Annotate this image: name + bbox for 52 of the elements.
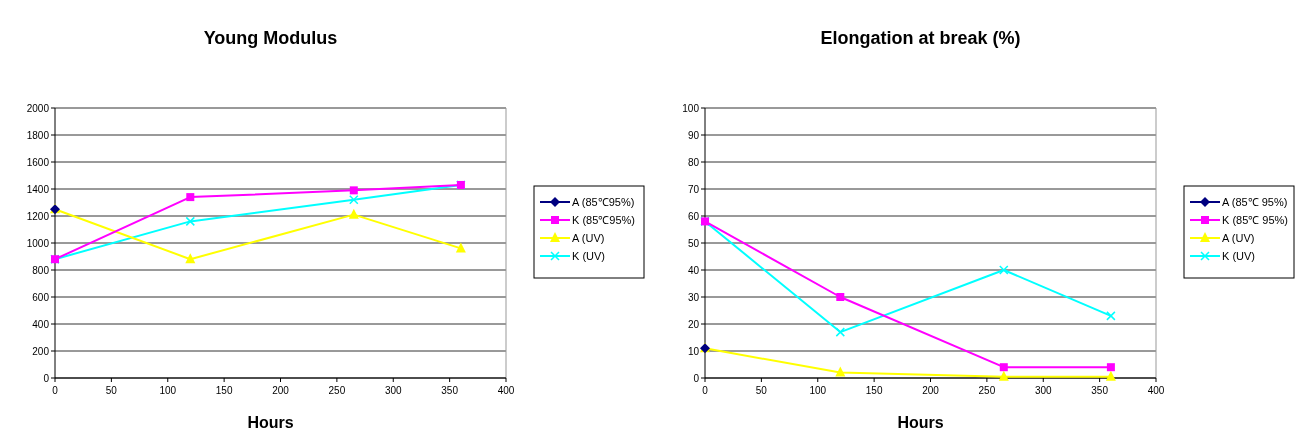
x-tick-label: 400 <box>497 385 515 396</box>
y-tick-label: 1000 <box>26 237 50 249</box>
x-tick-label: 350 <box>1091 385 1109 396</box>
x-tick-label: 0 <box>702 385 709 396</box>
y-tick-label: 1200 <box>26 210 50 222</box>
legend-label: A (UV) <box>1222 231 1255 244</box>
x-axis-title: Hours <box>247 414 294 431</box>
x-tick-label: 50 <box>755 385 768 396</box>
legend-label: K (UV) <box>1222 249 1255 262</box>
x-tick-label: 300 <box>1034 385 1053 396</box>
x-tick-label: 350 <box>441 385 459 396</box>
legend-label: A (UV) <box>572 231 605 244</box>
y-tick-label: 1600 <box>26 156 50 168</box>
legend-label: K (UV) <box>572 249 605 262</box>
y-tick-label: 60 <box>687 210 700 222</box>
x-tick-label: 200 <box>922 385 940 396</box>
legend-label: A (85℃95%) <box>572 195 635 208</box>
x-tick-label: 200 <box>272 385 290 396</box>
x-tick-label: 0 <box>52 385 59 396</box>
y-tick-label: 100 <box>682 102 700 114</box>
x-tick-label: 400 <box>1147 385 1165 396</box>
y-tick-label: 10 <box>687 345 700 357</box>
legend-label: K (85℃95%) <box>572 213 635 226</box>
y-tick-label: 200 <box>32 345 50 357</box>
y-tick-label: 600 <box>32 291 50 303</box>
legend-label: A (85℃ 95%) <box>1222 195 1288 208</box>
x-tick-label: 100 <box>159 385 177 396</box>
y-tick-label: 1400 <box>26 183 50 195</box>
y-tick-label: 1800 <box>26 129 50 141</box>
legend-label: K (85℃ 95%) <box>1222 213 1289 226</box>
y-tick-label: 80 <box>687 156 700 168</box>
chart-title: Elongation at break (%) <box>820 28 1021 48</box>
y-tick-label: 2000 <box>26 102 50 114</box>
y-tick-label: 70 <box>687 183 700 195</box>
x-tick-label: 150 <box>215 385 233 396</box>
x-axis-title: Hours <box>897 414 944 431</box>
y-tick-label: 50 <box>687 237 700 249</box>
x-tick-label: 250 <box>328 385 346 396</box>
chart-title: Young Modulus <box>203 28 338 48</box>
x-tick-label: 250 <box>978 385 996 396</box>
x-tick-label: 100 <box>809 385 827 396</box>
x-tick-label: 300 <box>384 385 403 396</box>
y-tick-label: 800 <box>32 264 50 276</box>
y-tick-label: 400 <box>32 318 50 330</box>
y-tick-label: 40 <box>687 264 700 276</box>
x-tick-label: 150 <box>865 385 883 396</box>
x-tick-label: 50 <box>105 385 118 396</box>
y-tick-label: 30 <box>687 291 700 303</box>
y-tick-label: 90 <box>687 129 700 141</box>
y-tick-label: 0 <box>43 372 50 384</box>
y-tick-label: 0 <box>693 372 700 384</box>
y-tick-label: 20 <box>687 318 700 330</box>
